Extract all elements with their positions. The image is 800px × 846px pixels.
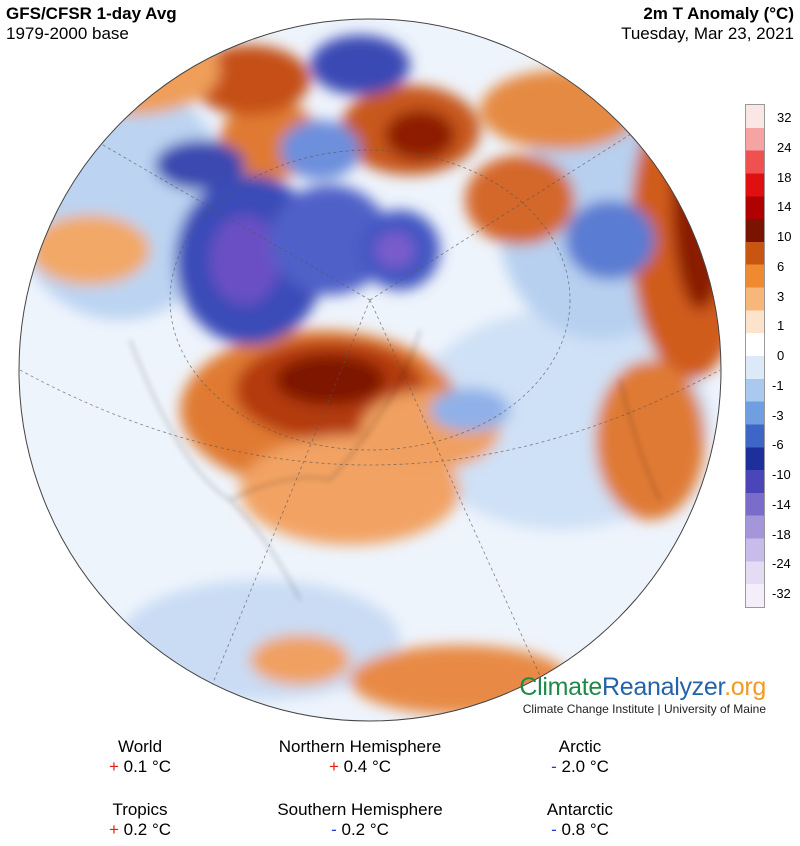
map-date: Tuesday, Mar 23, 2021 [621, 24, 794, 43]
colorbar-label: 3 [777, 288, 785, 304]
stat-value: - 2.0 °C [460, 757, 700, 777]
colorbar-label: -24 [772, 556, 791, 572]
stat-region-name: Southern Hemisphere [277, 800, 443, 819]
colorbar-label: 24 [777, 139, 792, 155]
stat-number: 0.8 °C [561, 820, 609, 839]
stat-tropics: Tropics + 0.2 °C [20, 800, 260, 840]
stat-number: 0.2 °C [341, 820, 389, 839]
baseline-period: 1979-2000 base [6, 24, 129, 43]
colorbar-label: 1 [777, 318, 785, 334]
colorbar [745, 104, 765, 608]
stat-sign: - [551, 820, 557, 839]
colorbar-label: -10 [772, 467, 791, 482]
stat-region-name: Antarctic [546, 800, 614, 819]
stat-number: 0.4 °C [343, 757, 392, 776]
stat-southern-hemisphere: Southern Hemisphere - 0.2 °C [240, 800, 480, 840]
stat-region-name: Tropics [112, 800, 168, 819]
stat-sign: + [108, 820, 119, 839]
colorbar-label: -1 [772, 377, 784, 393]
colorbar-label: 6 [777, 258, 785, 274]
stat-value: - 0.2 °C [240, 820, 480, 840]
colorbar-labels: 32 24 18 14 10 6 3 1 0 -1 -3 -6 -10 -14 -18 -24 -32 [772, 104, 800, 608]
stat-region-name: World [117, 737, 163, 756]
anomaly-globe-map [18, 18, 722, 722]
colorbar-label: -3 [772, 407, 784, 423]
map-title: GFS/CFSR 1-day Avg [6, 4, 177, 23]
colorbar-label: -14 [772, 496, 791, 512]
colorbar-label: 0 [777, 348, 785, 363]
stat-value: + 0.1 °C [20, 757, 260, 777]
colorbar-label: -18 [772, 526, 791, 542]
colorbar-label: 10 [777, 229, 792, 244]
stat-number: 0.2 °C [123, 820, 172, 839]
stat-world: World + 0.1 °C [20, 737, 260, 777]
stat-number: 0.1 °C [123, 757, 172, 776]
stat-northern-hemisphere: Northern Hemisphere + 0.4 °C [240, 737, 480, 777]
stat-number: 2.0 °C [561, 757, 609, 776]
stat-sign: - [331, 820, 337, 839]
colorbar-label: 32 [777, 110, 792, 125]
colorbar-label: 14 [777, 199, 792, 215]
colorbar-label: -32 [772, 586, 791, 601]
stat-antarctic: Antarctic - 0.8 °C [460, 800, 700, 840]
stat-sign: + [108, 757, 119, 776]
stat-region-name: Arctic [558, 737, 602, 756]
variable-title: 2m T Anomaly (°C) [643, 4, 794, 23]
stat-region-name: Northern Hemisphere [278, 737, 442, 756]
colorbar-label: -6 [772, 437, 784, 453]
affiliation-text: Climate Change Institute | University of… [522, 702, 766, 716]
stat-value: - 0.8 °C [460, 820, 700, 840]
stat-arctic: Arctic - 2.0 °C [460, 737, 700, 777]
stat-value: + 0.2 °C [20, 820, 260, 840]
climate-reanalyzer-logo: ClimateReanalyzer.org [519, 673, 766, 701]
stat-sign: - [551, 757, 557, 776]
stat-value: + 0.4 °C [240, 757, 480, 777]
colorbar-label: 18 [777, 169, 792, 185]
stat-sign: + [328, 757, 339, 776]
